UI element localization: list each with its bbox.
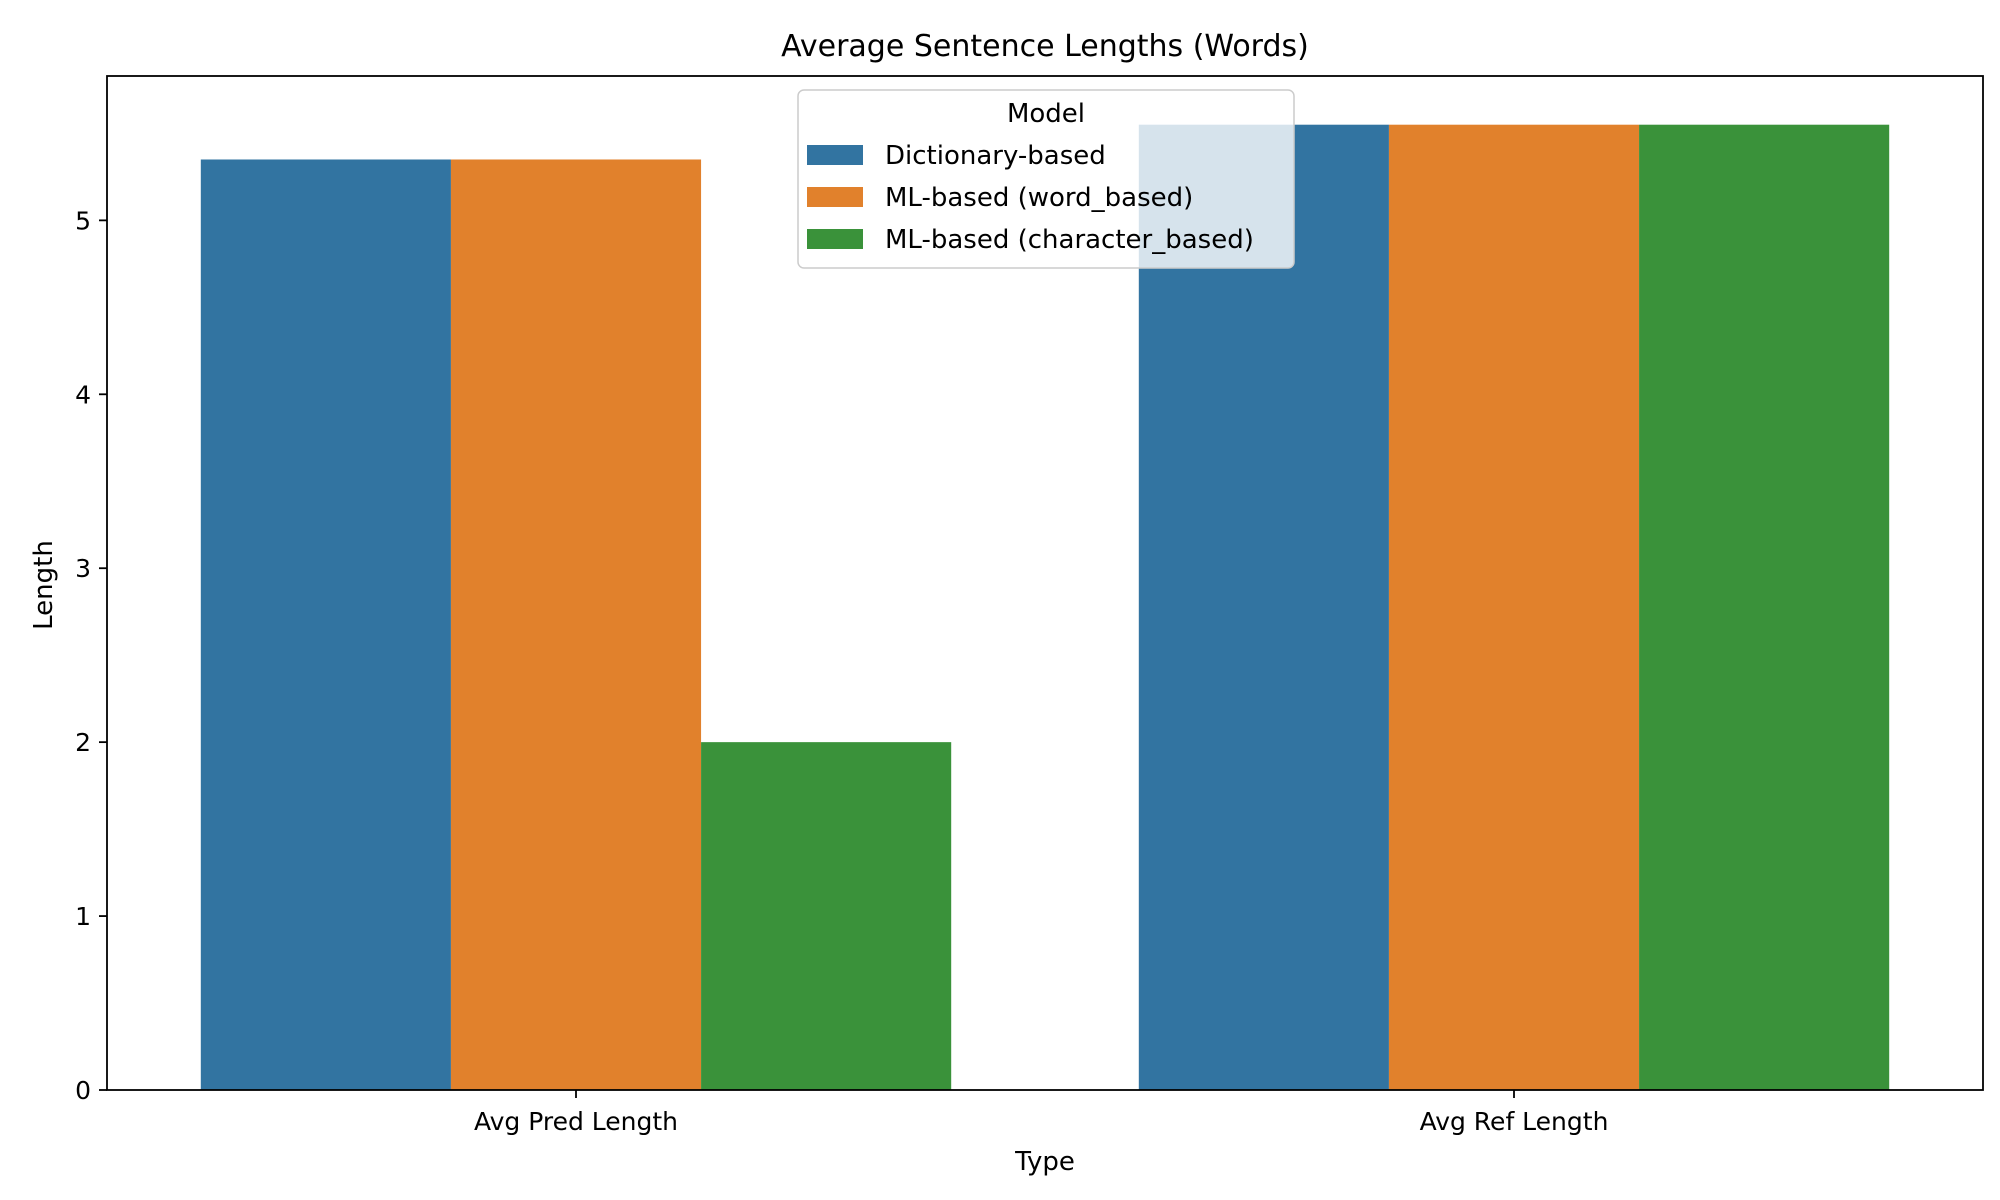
y-tick-label: 0 bbox=[75, 1076, 91, 1105]
legend-label: ML-based (word_based) bbox=[885, 183, 1193, 213]
x-axis-ticks: Avg Pred Length Avg Ref Length bbox=[474, 1090, 1608, 1136]
legend-label: ML-based (character_based) bbox=[885, 225, 1254, 255]
y-axis-label: Length bbox=[29, 540, 59, 630]
plot-frame bbox=[106, 75, 1984, 1091]
bars-group bbox=[200, 124, 1890, 1090]
legend-box bbox=[797, 89, 1295, 269]
bar-1-2 bbox=[1138, 124, 1389, 1090]
x-tick-label: Avg Pred Length bbox=[474, 1107, 678, 1136]
y-tick-label: 5 bbox=[75, 206, 91, 235]
legend-items: Dictionary-based ML-based (word_based) ML-… bbox=[807, 141, 1254, 255]
bar-2-1 bbox=[450, 159, 702, 1090]
legend-swatch bbox=[807, 229, 863, 249]
bar-3-2 bbox=[1639, 124, 1890, 1090]
legend-swatch bbox=[807, 145, 863, 165]
legend-swatch bbox=[807, 187, 863, 207]
x-axis-label: Type bbox=[1014, 1147, 1075, 1177]
y-tick-label: 4 bbox=[75, 380, 91, 409]
y-tick-label: 3 bbox=[75, 554, 91, 583]
bar-2-2 bbox=[1388, 124, 1640, 1090]
bar-3-1 bbox=[701, 742, 952, 1090]
y-tick-label: 2 bbox=[75, 728, 91, 757]
y-tick-label: 1 bbox=[75, 902, 91, 931]
legend: Model Dictionary-based ML-based (word_bas… bbox=[797, 89, 1295, 269]
bar-1-1 bbox=[200, 159, 451, 1090]
legend-label: Dictionary-based bbox=[885, 141, 1106, 171]
x-tick-label: Avg Ref Length bbox=[1420, 1107, 1609, 1136]
legend-title: Model bbox=[1007, 99, 1085, 129]
chart-title: Average Sentence Lengths (Words) bbox=[781, 29, 1309, 64]
y-axis-ticks: 0 1 2 3 4 5 bbox=[75, 206, 107, 1105]
